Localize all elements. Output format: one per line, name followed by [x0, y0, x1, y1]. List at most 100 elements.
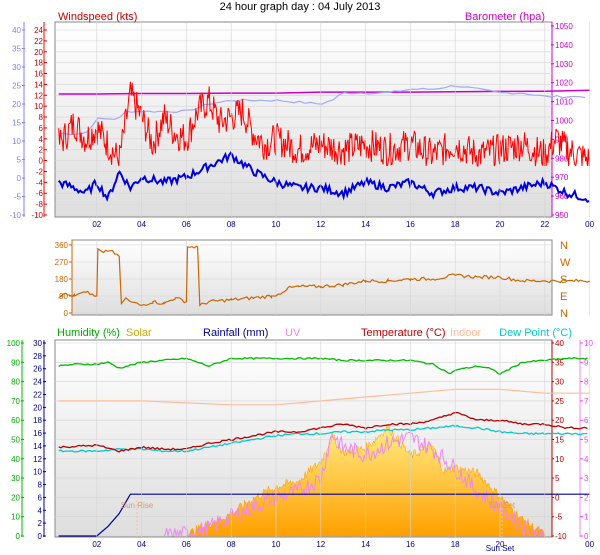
wind-inner-tick-label: -10 — [31, 211, 43, 220]
wind-inner-tick-label: 24 — [34, 26, 43, 35]
sunrise-label: Sun Rise — [121, 501, 154, 510]
wind-inner-tick-label: 20 — [34, 48, 43, 57]
humidity-tick-label: 40 — [11, 455, 20, 464]
uv-tick-label: 2 — [584, 493, 589, 502]
temp-x-tick: 04 — [137, 540, 146, 549]
wind-x-tick: 00 — [585, 220, 594, 229]
wind-outer-tick-label: -10 — [9, 211, 21, 220]
bearing-left-tick-label: 0 — [64, 309, 69, 318]
wind-x-tick: 04 — [137, 220, 146, 229]
wind-inner-tick-label: 10 — [34, 102, 43, 111]
bearing-compass-label: N — [560, 308, 568, 320]
wind-inner-tick-label: -8 — [36, 200, 44, 209]
bearing-compass-label: N — [560, 240, 568, 252]
rain-tick-label: 2 — [38, 519, 43, 528]
rain-tick-label: 14 — [33, 442, 42, 451]
wind-outer-tick-label: 25 — [12, 82, 21, 91]
temperature-tick-label: -5 — [555, 513, 563, 522]
humidity-line — [58, 356, 588, 376]
rain-tick-label: 26 — [33, 365, 42, 374]
wind-outer-tick-label: 40 — [12, 26, 21, 35]
rain-tick-label: 22 — [33, 390, 42, 399]
wind-inner-tick-label: 8 — [39, 113, 44, 122]
sunset-label: SunSet — [489, 501, 516, 510]
wind-panel: Windspeed (kts) Barometer (hpa) 24 22 20 18… — [9, 11, 594, 229]
uv-tick-label: 9 — [584, 358, 589, 367]
wind-inner-tick-label: 12 — [34, 91, 43, 100]
windspeed-label: Windspeed (kts) — [58, 11, 137, 23]
rain-tick-label: 6 — [38, 493, 43, 502]
wind-inner-tick-label: 4 — [39, 135, 44, 144]
humidity-tick-label: 80 — [11, 378, 20, 387]
wind-inner-tick-label: 0 — [39, 157, 44, 166]
bearing-left-tick-label: 270 — [55, 258, 69, 267]
bearing-left-tick-label: 360 — [55, 241, 69, 250]
temperature-tick-label: 35 — [555, 358, 564, 367]
baro-tick-label: 1040 — [555, 41, 573, 50]
wind-inner-tick-label: 16 — [34, 70, 43, 79]
wind-outer-tick-label: 30 — [12, 63, 21, 72]
barometer-label: Barometer (hpa) — [465, 11, 545, 23]
rainfall-label: Rainfall (mm) — [203, 327, 268, 339]
solar-label: Solar — [126, 327, 152, 339]
sunset-x-label: Sun Set — [486, 544, 515, 553]
wind-x-tick: 06 — [182, 220, 191, 229]
wind-average-outer-line — [58, 85, 586, 136]
dewpoint-line — [58, 424, 588, 453]
bearing-line — [58, 245, 590, 307]
humidity-tick-label: 70 — [11, 397, 20, 406]
rain-tick-label: 12 — [33, 455, 42, 464]
temperature-line — [58, 411, 588, 453]
wind-inner-tick-label: 18 — [34, 59, 43, 68]
temp-x-tick: 08 — [227, 540, 236, 549]
wind-x-tick: 20 — [496, 220, 505, 229]
temperature-tick-label: 15 — [555, 436, 564, 445]
humidity-label: Humidity (%) — [57, 327, 120, 339]
chart-title: 24 hour graph day : 04 July 2013 — [220, 1, 381, 13]
rain-tick-label: 24 — [33, 378, 42, 387]
bearing-compass-label: W — [560, 257, 571, 269]
temp-x-tick: 00 — [585, 540, 594, 549]
rain-tick-label: 18 — [33, 416, 42, 425]
temp-x-tick: 14 — [361, 540, 370, 549]
rain-tick-label: 28 — [33, 352, 42, 361]
humidity-tick-label: 10 — [11, 513, 20, 522]
uv-tick-label: 0 — [584, 532, 589, 541]
uv-tick-label: 4 — [584, 455, 589, 464]
uv-label: UV — [285, 327, 301, 339]
rain-tick-label: 10 — [33, 468, 42, 477]
wind-x-tick: 18 — [451, 220, 460, 229]
uv-tick-label: 8 — [584, 378, 589, 387]
rainfall-line — [58, 493, 590, 537]
wind-inner-tick-label: -6 — [36, 189, 44, 198]
humidity-tick-label: 20 — [11, 493, 20, 502]
temp-x-tick: 06 — [182, 540, 191, 549]
humidity-tick-label: 50 — [11, 436, 20, 445]
bearing-left-tick-label: 180 — [55, 275, 69, 284]
temp-panel: Humidity (%) Solar Rainfall (mm) UV Temp… — [7, 327, 595, 553]
rain-tick-label: 0 — [38, 532, 43, 541]
temp-x-tick: 02 — [92, 540, 101, 549]
wind-inner-tick-label: -4 — [36, 178, 44, 187]
temperature-tick-label: 30 — [555, 378, 564, 387]
wind-x-tick: 12 — [316, 220, 325, 229]
temp-x-tick: 18 — [451, 540, 460, 549]
temperature-tick-label: 20 — [555, 416, 564, 425]
rain-tick-label: 20 — [33, 403, 42, 412]
wind-x-tick: 22 — [540, 220, 549, 229]
temperature-tick-label: 40 — [555, 339, 564, 348]
bearing-left-tick-label: 90 — [59, 292, 68, 301]
wind-outer-tick-label: 0 — [17, 174, 22, 183]
wind-x-tick: 08 — [227, 220, 236, 229]
wind-inner-tick-label: 22 — [34, 37, 43, 46]
humidity-tick-label: 30 — [11, 474, 20, 483]
baro-tick-label: 960 — [555, 192, 569, 201]
wind-x-tick: 14 — [361, 220, 370, 229]
baro-tick-label: 1020 — [555, 79, 573, 88]
baro-tick-label: 1050 — [555, 22, 573, 31]
baro-tick-label: 970 — [555, 173, 569, 182]
bearing-compass-label: E — [560, 291, 567, 303]
wind-outer-tick-label: -5 — [14, 193, 22, 202]
